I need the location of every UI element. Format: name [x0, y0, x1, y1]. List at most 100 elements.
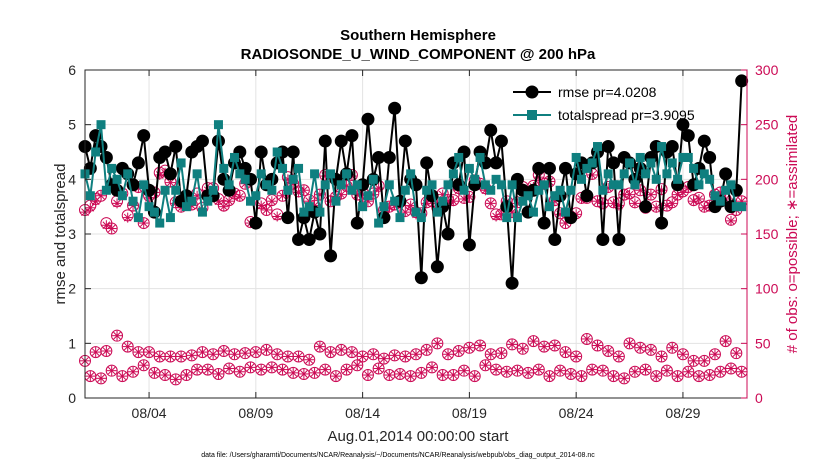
asterisk-stroke [113, 331, 121, 340]
asterisk-stroke [668, 343, 677, 352]
obs-assimilated-point [672, 371, 683, 382]
asterisk-stroke [225, 197, 234, 206]
obs-assimilated-point [101, 220, 112, 231]
obs-possible-point [105, 364, 118, 377]
obs-assimilated-point [581, 333, 592, 344]
totalspread-point [480, 180, 490, 190]
x-axis-label: Aug.01,2014 00:00:00 start [328, 428, 510, 445]
totalspread-point [256, 169, 266, 179]
totalspread-point [571, 152, 581, 162]
obs-possible-point [554, 364, 567, 377]
asterisk-stroke [262, 346, 271, 354]
totalspread-point [507, 180, 517, 190]
asterisk-stroke [438, 371, 447, 379]
obs-possible-point [127, 365, 140, 378]
obs-assimilated-point [624, 338, 635, 349]
obs-assimilated-point [384, 370, 395, 381]
legend-spread-label: totalspread pr=3.9095 [558, 107, 695, 123]
asterisk-stroke [326, 348, 335, 356]
rmse-point [420, 156, 434, 170]
rmse-point [719, 167, 733, 181]
asterisk-stroke [700, 356, 709, 365]
obs-assimilated-point [101, 345, 112, 356]
totalspread-point [203, 196, 213, 206]
obs-assimilated-point [266, 196, 277, 207]
asterisk-stroke [113, 199, 121, 208]
obs-assimilated-point [330, 371, 341, 382]
obs-assimilated-point [496, 348, 507, 359]
chart-title: Southern Hemisphere [340, 27, 496, 44]
asterisk-stroke [257, 365, 266, 374]
obs-assimilated-point [154, 351, 165, 362]
asterisk-stroke [684, 367, 693, 376]
obs-possible-point [212, 367, 225, 380]
asterisk-stroke [123, 213, 132, 222]
asterisk-stroke [598, 366, 607, 375]
obs-possible-point [95, 189, 108, 202]
asterisk-stroke [673, 372, 682, 381]
obs-possible-point [484, 197, 497, 210]
obs-assimilated-point [693, 371, 704, 382]
asterisk-stroke [177, 352, 185, 361]
asterisk-stroke [679, 350, 687, 359]
asterisk-stroke [262, 206, 271, 214]
obs-assimilated-point [245, 362, 256, 373]
obs-assimilated-point [85, 202, 96, 213]
asterisk-stroke [492, 365, 500, 374]
totalspread-point [454, 152, 464, 162]
rmse-point [697, 134, 711, 148]
totalspread-point [139, 180, 149, 190]
totalspread-point [731, 202, 741, 212]
totalspread-point [299, 207, 309, 217]
asterisk-stroke [449, 371, 458, 379]
asterisk-stroke [428, 363, 436, 372]
obs-possible-point [570, 350, 583, 363]
asterisk-stroke [139, 361, 148, 370]
obs-assimilated-point [661, 365, 672, 376]
obs-possible-point [345, 346, 358, 359]
chart-subtitle: RADIOSONDE_U_WIND_COMPONENT @ 200 hPa [241, 46, 596, 63]
asterisk-stroke [486, 350, 495, 359]
asterisk-stroke [316, 342, 324, 351]
x-tick-label: 08/29 [665, 405, 700, 421]
rmse-point [441, 227, 455, 241]
obs-assimilated-point [85, 371, 96, 382]
obs-assimilated-point [485, 198, 496, 209]
obs-possible-point [100, 344, 113, 357]
obs-assimilated-point [437, 370, 448, 381]
obs-assimilated-point [234, 191, 245, 202]
totalspread-point [363, 191, 373, 201]
asterisk-stroke [614, 352, 623, 361]
rmse-point [735, 74, 749, 88]
obs-assimilated-point [667, 198, 678, 209]
obs-possible-point [415, 366, 428, 379]
totalspread-point [614, 180, 624, 190]
rmse-point [558, 161, 572, 175]
x-tick-label: 08/19 [452, 405, 487, 421]
rmse-point [655, 216, 669, 230]
rmse-point [676, 118, 690, 132]
obs-assimilated-point [523, 367, 534, 378]
totalspread-point [267, 185, 277, 195]
y-tick-label: 2 [68, 281, 76, 297]
obs-assimilated-point [725, 215, 736, 226]
rmse-point [286, 145, 300, 159]
asterisk-stroke [625, 339, 634, 348]
legend: rmse pr=4.0208 totalspread pr=3.9095 [513, 84, 695, 123]
asterisk-stroke [668, 199, 677, 208]
rmse-point [542, 161, 556, 175]
asterisk-stroke [502, 367, 511, 376]
asterisk-stroke [332, 372, 340, 381]
totalspread-point [475, 152, 485, 162]
asterisk-stroke [412, 350, 420, 359]
asterisk-stroke [118, 372, 127, 381]
rmse-point [462, 238, 476, 252]
obs-possible-point [698, 354, 711, 367]
asterisk-stroke [593, 341, 602, 350]
obs-possible-point [404, 370, 417, 383]
totalspread-point [678, 152, 688, 162]
y-axis-label: rmse and totalspread [52, 164, 69, 305]
totalspread-point [673, 174, 683, 184]
totalspread-point [288, 174, 298, 184]
asterisk-stroke [524, 368, 533, 377]
